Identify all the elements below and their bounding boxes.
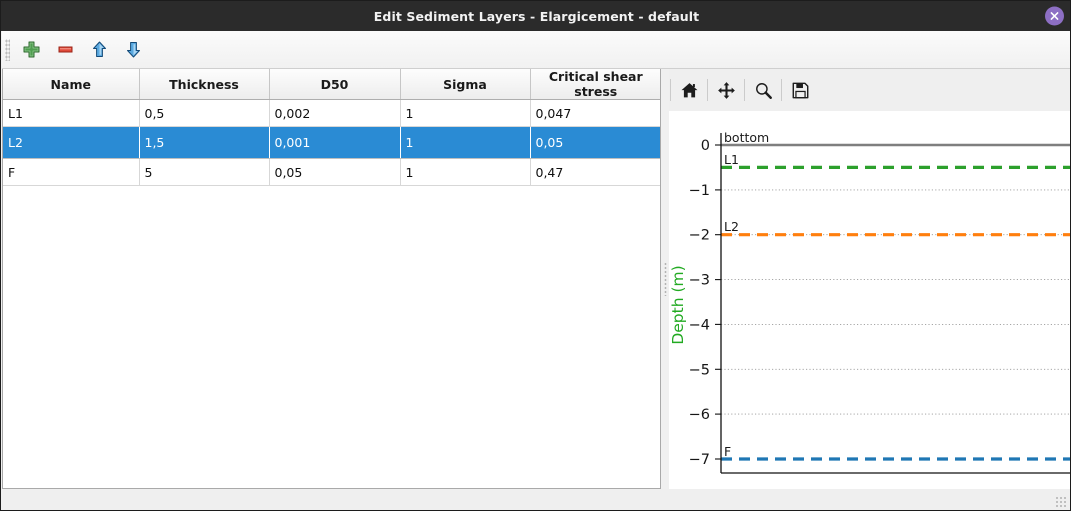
floppy-disk-icon xyxy=(792,82,808,98)
depth-profile-panel: bottom L1 L2 F xyxy=(669,69,1070,489)
cell-d50[interactable]: 0,05 xyxy=(269,158,401,186)
y-tick-label: 0 xyxy=(701,138,710,154)
window-title: Edit Sediment Layers - Elargicement - de… xyxy=(373,8,700,24)
depth-profile-chart: bottom L1 L2 F xyxy=(669,111,1070,489)
y-tick-label: −6 xyxy=(689,407,710,423)
cell-name[interactable]: L2 xyxy=(3,126,140,159)
close-icon xyxy=(1050,12,1059,20)
cell-thickness[interactable]: 5 xyxy=(139,158,270,186)
y-tick-label: −4 xyxy=(689,317,710,333)
minus-icon xyxy=(58,46,72,53)
cell-name[interactable]: L1 xyxy=(3,99,140,127)
annotation-F: F xyxy=(724,444,731,459)
y-tick-marks xyxy=(715,144,721,460)
y-tick-label: −7 xyxy=(689,452,710,468)
toolbar-separator xyxy=(707,79,708,101)
cell-critical-shear-stress[interactable]: 0,047 xyxy=(530,99,660,127)
table-row[interactable]: L1 0,5 0,002 1 0,047 xyxy=(3,99,660,127)
annotation-L2: L2 xyxy=(724,219,739,234)
splitter-grip xyxy=(663,262,667,296)
y-tick-label: −3 xyxy=(689,273,710,289)
remove-layer-button[interactable] xyxy=(48,34,82,66)
cell-d50[interactable]: 0,001 xyxy=(269,126,401,159)
window-title-bar[interactable]: Edit Sediment Layers - Elargicement - de… xyxy=(1,1,1070,31)
toolbar-separator xyxy=(744,79,745,101)
cell-name[interactable]: F xyxy=(3,158,140,186)
sediment-layers-table-panel: Name Thickness D50 Sigma Critical shear … xyxy=(2,69,661,489)
panel-splitter[interactable] xyxy=(661,69,669,489)
y-axis-label: Depth (m) xyxy=(669,265,687,344)
pan-button[interactable] xyxy=(709,75,743,105)
save-button[interactable] xyxy=(783,75,817,105)
y-tick-label: −5 xyxy=(689,362,710,378)
cell-critical-shear-stress[interactable]: 0,05 xyxy=(530,126,660,159)
layer-edit-toolbar xyxy=(2,31,1070,69)
add-layer-button[interactable] xyxy=(14,34,48,66)
home-icon xyxy=(681,82,697,97)
zoom-button[interactable] xyxy=(746,75,780,105)
cell-critical-shear-stress[interactable]: 0,47 xyxy=(530,158,660,186)
table-row[interactable]: F 5 0,05 1 0,47 xyxy=(3,158,660,186)
window-resize-grip[interactable] xyxy=(1055,496,1068,509)
column-header-thickness[interactable]: Thickness xyxy=(139,69,270,100)
cell-sigma[interactable]: 1 xyxy=(400,99,531,127)
magnifier-icon xyxy=(755,82,772,99)
annotation-L1: L1 xyxy=(724,152,739,167)
y-tick-labels: 0 −1 −2 −3 −4 −5 −6 −7 xyxy=(689,138,710,468)
column-header-name[interactable]: Name xyxy=(3,69,140,100)
cell-d50[interactable]: 0,002 xyxy=(269,99,401,127)
column-header-sigma[interactable]: Sigma xyxy=(400,69,531,100)
move-up-button[interactable] xyxy=(82,34,116,66)
column-header-critical-shear-stress[interactable]: Critical shear stress xyxy=(530,69,660,100)
home-button[interactable] xyxy=(672,75,706,105)
plus-icon xyxy=(23,41,39,58)
cell-sigma[interactable]: 1 xyxy=(400,158,531,186)
cell-thickness[interactable]: 1,5 xyxy=(139,126,270,159)
table-row-selected[interactable]: L2 1,5 0,001 1 0,05 xyxy=(3,126,660,159)
move-icon xyxy=(717,81,735,99)
arrow-up-icon xyxy=(92,41,106,57)
toolbar-drag-grip[interactable] xyxy=(5,38,10,61)
matplotlib-navigation-toolbar xyxy=(669,69,1070,111)
table-header-row: Name Thickness D50 Sigma Critical shear … xyxy=(3,69,660,100)
close-button[interactable] xyxy=(1045,6,1064,26)
toolbar-separator xyxy=(781,79,782,101)
chart-svg: bottom L1 L2 F xyxy=(669,111,1070,489)
toolbar-separator xyxy=(670,79,671,101)
sediment-layers-table: Name Thickness D50 Sigma Critical shear … xyxy=(3,69,660,186)
y-tick-label: −2 xyxy=(689,228,710,244)
cell-sigma[interactable]: 1 xyxy=(400,126,531,159)
window-bottom-strip xyxy=(2,489,1070,510)
cell-thickness[interactable]: 0,5 xyxy=(139,99,270,127)
move-down-button[interactable] xyxy=(116,34,150,66)
y-tick-label: −1 xyxy=(689,183,710,199)
annotation-bottom: bottom xyxy=(724,130,769,145)
column-header-d50[interactable]: D50 xyxy=(269,69,401,100)
arrow-down-icon xyxy=(126,42,140,58)
